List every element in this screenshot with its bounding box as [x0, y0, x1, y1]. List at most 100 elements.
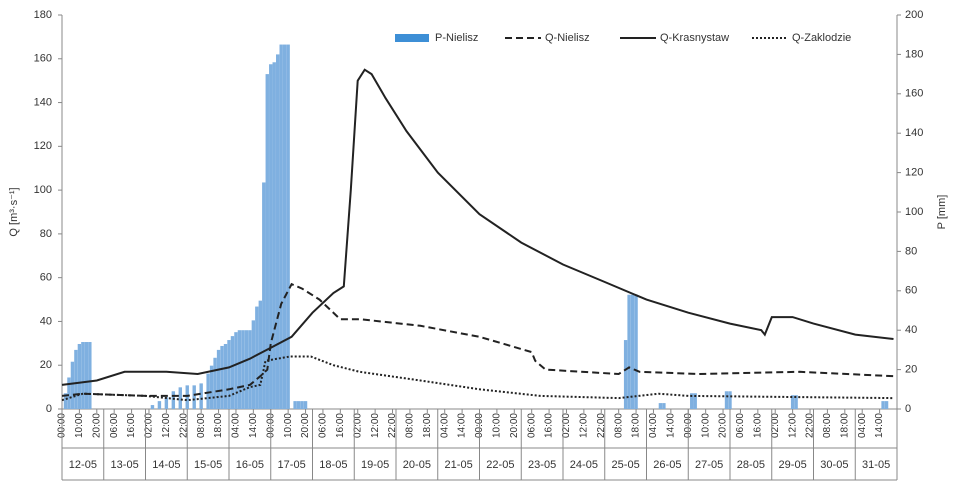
x-tick-label: 18:00: [839, 413, 850, 438]
x-tick-label: 02:00: [144, 413, 155, 438]
bar: [300, 401, 304, 409]
bar: [884, 401, 889, 409]
bar: [150, 405, 155, 409]
bar: [199, 383, 203, 409]
x-tick-label: 16:00: [335, 413, 346, 438]
x-group-label: 18-05: [319, 459, 347, 471]
bar: [658, 403, 663, 409]
x-tick-label: 10:00: [74, 413, 85, 438]
line: [61, 68, 894, 386]
x-group-label: 31-05: [862, 459, 890, 471]
bar: [881, 401, 885, 409]
legend-label: Q-Zaklodzie: [792, 32, 851, 44]
x-group-label: 22-05: [486, 459, 514, 471]
bar: [213, 357, 217, 409]
x-tick-label: 02:00: [352, 413, 363, 438]
x-tick-label: 14:00: [248, 413, 259, 438]
x-tick-label: 16:00: [544, 413, 555, 438]
bar: [237, 330, 242, 409]
x-tick-label: 10:00: [700, 413, 711, 438]
bar: [234, 332, 238, 409]
bar: [258, 300, 263, 409]
bar: [662, 403, 666, 409]
bar: [272, 62, 276, 409]
line: [61, 282, 894, 397]
y-tick-label: 100: [34, 184, 52, 196]
bar: [286, 44, 290, 410]
x-tick-label: 20:00: [718, 413, 729, 438]
bar: [67, 377, 71, 409]
y2-tick-label: 100: [905, 206, 923, 218]
bar: [634, 294, 638, 409]
x-tick-label: 18:00: [422, 413, 433, 438]
x-tick-label: 22:00: [596, 413, 607, 438]
x-group-label: 23-05: [528, 459, 556, 471]
x-tick-label: 16:00: [126, 413, 137, 438]
bar: [630, 294, 635, 409]
x-tick-label: 12:00: [370, 413, 381, 438]
bar: [63, 393, 68, 409]
x-tick-label: 06:00: [526, 413, 537, 438]
x-tick-label: 14:00: [874, 413, 885, 438]
y-tick-label: 80: [40, 228, 52, 240]
x-group-label: 20-05: [403, 459, 431, 471]
x-tick-label: 10:00: [492, 413, 503, 438]
bar: [248, 330, 252, 409]
x-group-label: 12-05: [69, 459, 97, 471]
bar: [157, 401, 162, 409]
y-tick-label: 180: [34, 9, 52, 21]
y2-tick-label: 160: [905, 88, 923, 100]
y2-axis-title: P [mm]: [936, 195, 948, 230]
bar: [269, 64, 273, 409]
bar: [265, 74, 269, 409]
y2-tick-label: 180: [905, 48, 923, 60]
x-tick-label: 02:00: [770, 413, 781, 438]
bar: [178, 387, 182, 409]
bar: [296, 401, 301, 409]
x-group-label: 26-05: [653, 459, 681, 471]
y-tick-label: 40: [40, 315, 52, 327]
x-tick-label: 10:00: [283, 413, 294, 438]
bar: [627, 294, 631, 409]
bar: [230, 336, 235, 409]
x-tick-label: 18:00: [213, 413, 224, 438]
bar: [241, 330, 245, 409]
bar: [227, 340, 231, 409]
bar: [192, 385, 196, 409]
line: [61, 355, 894, 402]
y2-tick-label: 140: [905, 127, 923, 139]
bar: [209, 365, 214, 409]
bar: [216, 349, 221, 409]
y2-tick-label: 60: [905, 285, 917, 297]
x-tick-label: 20:00: [509, 413, 520, 438]
bar: [279, 44, 283, 410]
x-tick-label: 02:00: [561, 413, 572, 438]
x-group-label: 21-05: [445, 459, 473, 471]
x-tick-label: 12:00: [579, 413, 590, 438]
bar: [74, 349, 78, 409]
y2-tick-label: 200: [905, 9, 923, 21]
bar: [70, 361, 75, 409]
bar: [282, 44, 287, 410]
y2-tick-label: 0: [905, 403, 911, 415]
bar: [790, 395, 795, 409]
bar: [77, 343, 82, 409]
x-tick-label: 06:00: [109, 413, 120, 438]
x-tick-label: 20:00: [300, 413, 311, 438]
x-tick-label: 22:00: [805, 413, 816, 438]
x-tick-label: 08:00: [822, 413, 833, 438]
x-group-label: 24-05: [570, 459, 598, 471]
x-tick-label: 14:00: [665, 413, 676, 438]
legend-swatch: [395, 34, 429, 42]
x-group-label: 16-05: [236, 459, 264, 471]
bar: [164, 397, 169, 409]
x-group-label: 27-05: [695, 459, 723, 471]
y-tick-label: 120: [34, 140, 52, 152]
x-tick-label: 12:00: [787, 413, 798, 438]
bar: [303, 401, 308, 409]
bar: [693, 393, 697, 409]
x-group-label: 14-05: [152, 459, 180, 471]
bar: [84, 342, 89, 409]
bar: [223, 343, 228, 409]
